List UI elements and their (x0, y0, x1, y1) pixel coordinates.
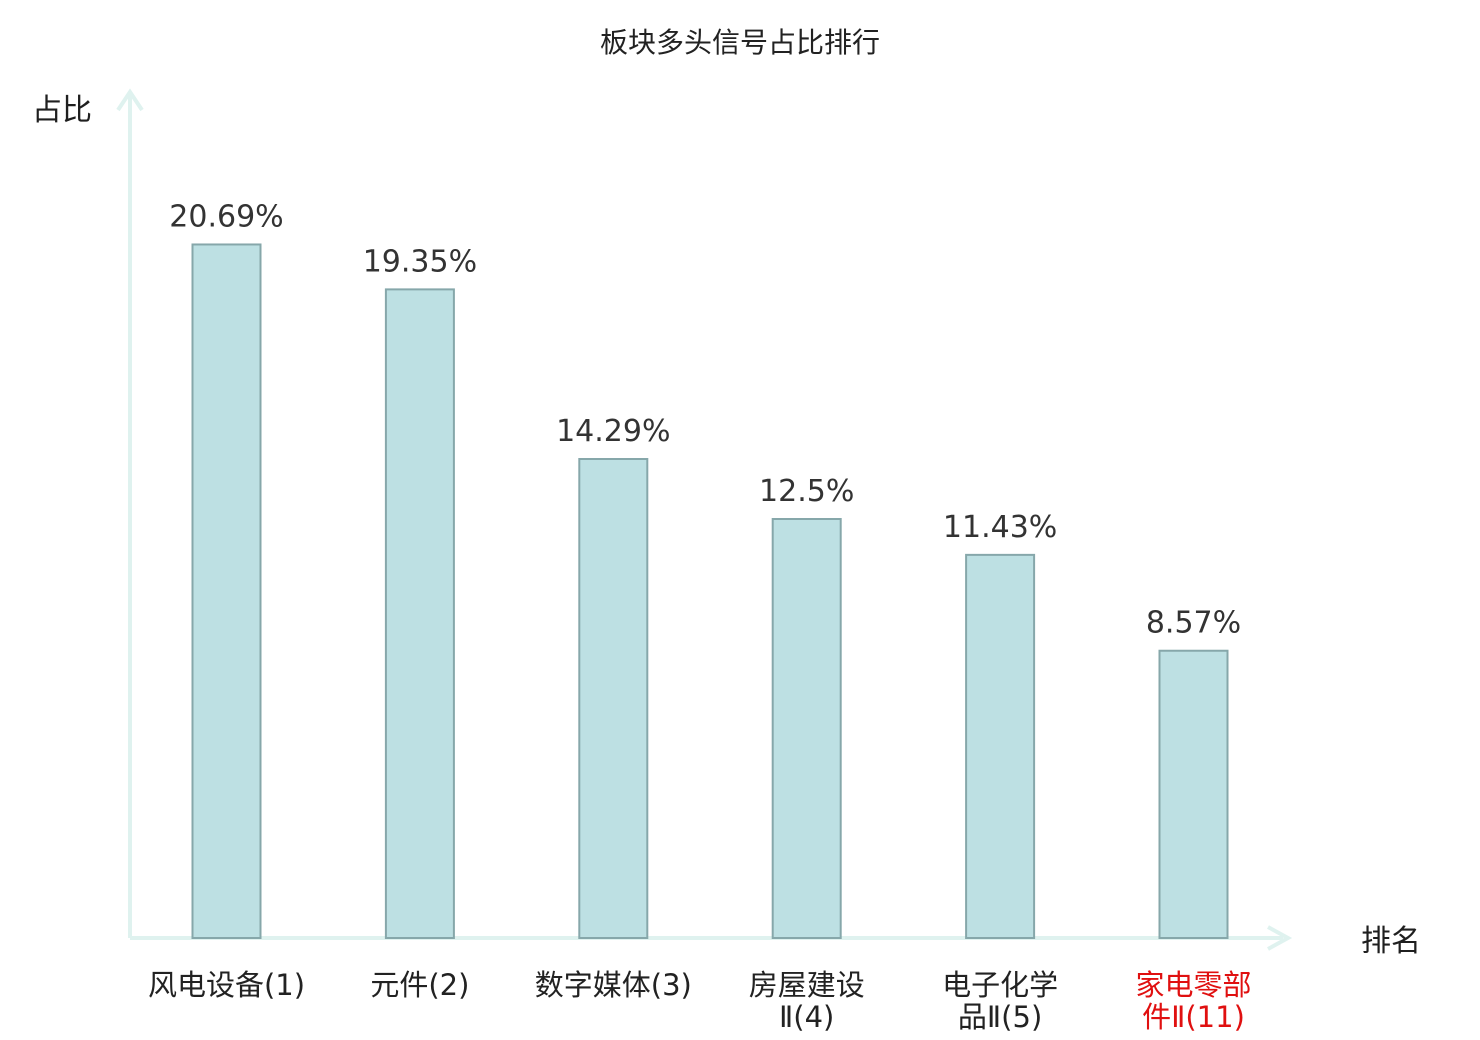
y-axis-arrow (116, 88, 144, 112)
value-label-6: 8.57% (1146, 606, 1241, 641)
category-label-1: 风电设备(1) (148, 968, 305, 1002)
category-label-2-line-1: 元件(2) (370, 968, 469, 1002)
category-label-5-line-2: 品Ⅱ(5) (958, 1000, 1042, 1034)
category-label-6: 家电零部件Ⅱ(11) (1135, 968, 1251, 1034)
value-label-1: 20.69% (169, 199, 283, 234)
x-axis-label: 排名 (1361, 924, 1421, 959)
category-label-6-line-1: 家电零部 (1135, 968, 1251, 1002)
y-axis-label: 占比 (32, 93, 92, 128)
bar-3 (578, 457, 649, 939)
value-label-5: 11.43% (943, 510, 1057, 545)
bar-1 (191, 243, 262, 940)
category-label-5-line-1: 电子化学 (942, 968, 1058, 1002)
category-label-3-line-1: 数字媒体(3) (535, 968, 692, 1002)
bar-4 (771, 518, 842, 939)
value-labels-layer: 20.69% 19.35% 14.29% 12.5% 11.43% 8.57% (169, 199, 1241, 640)
category-label-3: 数字媒体(3) (535, 968, 692, 1002)
category-label-1-line-1: 风电设备(1) (148, 968, 305, 1002)
x-axis-arrow (1267, 925, 1293, 951)
bars-layer (191, 243, 1229, 940)
value-label-2: 19.35% (363, 244, 477, 279)
category-label-2: 元件(2) (370, 968, 469, 1002)
value-label-4: 12.5% (759, 474, 854, 509)
category-label-4: 房屋建设 Ⅱ(4) (749, 968, 865, 1034)
category-label-4-line-2: Ⅱ(4) (779, 1000, 834, 1034)
bar-6 (1158, 649, 1229, 939)
category-labels-layer: 风电设备(1) 元件(2) 数字媒体(3) 房屋建设 Ⅱ(4) 电子化学品Ⅱ(5) 家电零部… (148, 968, 1252, 1034)
category-label-5: 电子化学品Ⅱ(5) (942, 968, 1058, 1034)
bar-2 (384, 288, 455, 939)
value-label-3: 14.29% (556, 414, 670, 449)
chart-title: 板块多头信号占比排行 (600, 26, 880, 59)
category-label-4-line-1: 房屋建设 (749, 968, 865, 1002)
bar-5 (965, 553, 1036, 939)
category-label-6-line-2: 件Ⅱ(11) (1142, 1000, 1245, 1034)
